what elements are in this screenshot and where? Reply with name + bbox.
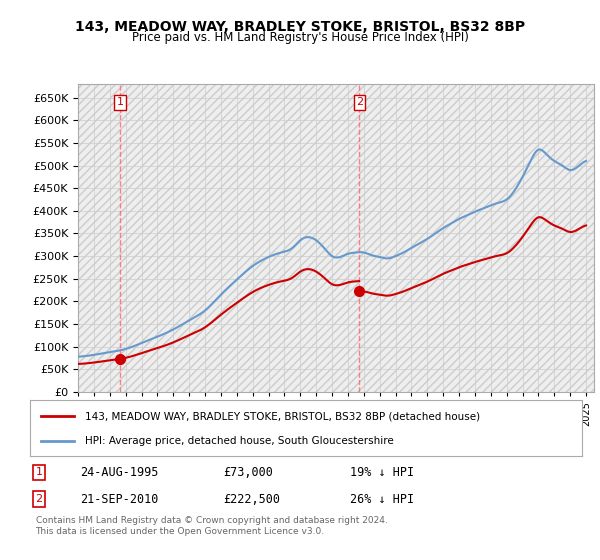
Text: 2: 2	[35, 494, 43, 504]
Text: 19% ↓ HPI: 19% ↓ HPI	[350, 466, 414, 479]
Text: 21-SEP-2010: 21-SEP-2010	[80, 493, 158, 506]
Text: Contains HM Land Registry data © Crown copyright and database right 2024.
This d: Contains HM Land Registry data © Crown c…	[35, 516, 387, 536]
Text: 143, MEADOW WAY, BRADLEY STOKE, BRISTOL, BS32 8BP: 143, MEADOW WAY, BRADLEY STOKE, BRISTOL,…	[75, 20, 525, 34]
Text: 2: 2	[356, 97, 363, 108]
Text: HPI: Average price, detached house, South Gloucestershire: HPI: Average price, detached house, Sout…	[85, 436, 394, 446]
Text: Price paid vs. HM Land Registry's House Price Index (HPI): Price paid vs. HM Land Registry's House …	[131, 31, 469, 44]
Text: 26% ↓ HPI: 26% ↓ HPI	[350, 493, 414, 506]
Text: 1: 1	[35, 467, 43, 477]
Text: £73,000: £73,000	[223, 466, 273, 479]
Text: 24-AUG-1995: 24-AUG-1995	[80, 466, 158, 479]
Text: 143, MEADOW WAY, BRADLEY STOKE, BRISTOL, BS32 8BP (detached house): 143, MEADOW WAY, BRADLEY STOKE, BRISTOL,…	[85, 411, 481, 421]
Text: 1: 1	[116, 97, 124, 108]
Text: £222,500: £222,500	[223, 493, 280, 506]
